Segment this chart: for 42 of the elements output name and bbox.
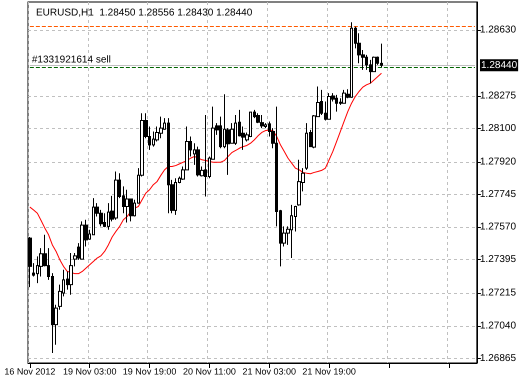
ref-line-label: 1.28440 [480,60,518,71]
y-tick-label: 1.27745 [480,189,516,200]
y-tick-label: 1.27040 [480,320,516,332]
candlestick [204,114,207,197]
candlestick [249,111,252,138]
candlestick [196,146,200,178]
candlestick [290,204,293,259]
candlestick [80,220,84,260]
line-series [29,72,382,274]
y-tick-label: 1.28100 [480,123,516,134]
candlestick [234,114,237,146]
candlestick [305,122,308,170]
x-tick-label: 19 Nov 03:00 [62,366,116,376]
candlestick [350,22,353,98]
y-tick-label: 1.27395 [480,254,516,266]
ref-line-label: #1331921614 sell [32,54,111,66]
x-tick-label: 21 Nov 03:00 [242,366,296,376]
candlestick [342,89,346,104]
x-tick-label: 21 Nov 19:00 [302,366,356,376]
candlestick [114,171,118,220]
candlestick [327,92,331,120]
y-tick-label: 1.26865 [480,352,516,364]
candlestick [256,112,260,124]
candlestick [159,116,163,139]
candlestick [297,159,301,206]
x-tick-label: 19 Nov 19:00 [122,366,176,376]
x-tick-label: 20 Nov 11:00 [182,366,236,376]
y-tick-label: 1.27920 [480,156,516,168]
x-tick-label: 16 Nov 2012 [4,366,56,376]
text: EURUSD,H1 1.28450 1.28556 1.28430 1.28440 [36,8,253,18]
candlestick [335,94,338,112]
candlestick [125,189,129,224]
candlestick [369,59,372,84]
y-tick-label: 1.28630 [480,24,516,36]
y-tick-label: 1.27215 [480,288,516,299]
y-tick-label: 1.28275 [480,90,516,102]
candlestick [167,118,170,214]
candlestick [69,252,73,296]
candlestick [260,114,264,129]
candlestick [174,178,177,216]
y-tick-label: 1.27570 [480,222,516,233]
candlestick [380,43,383,68]
